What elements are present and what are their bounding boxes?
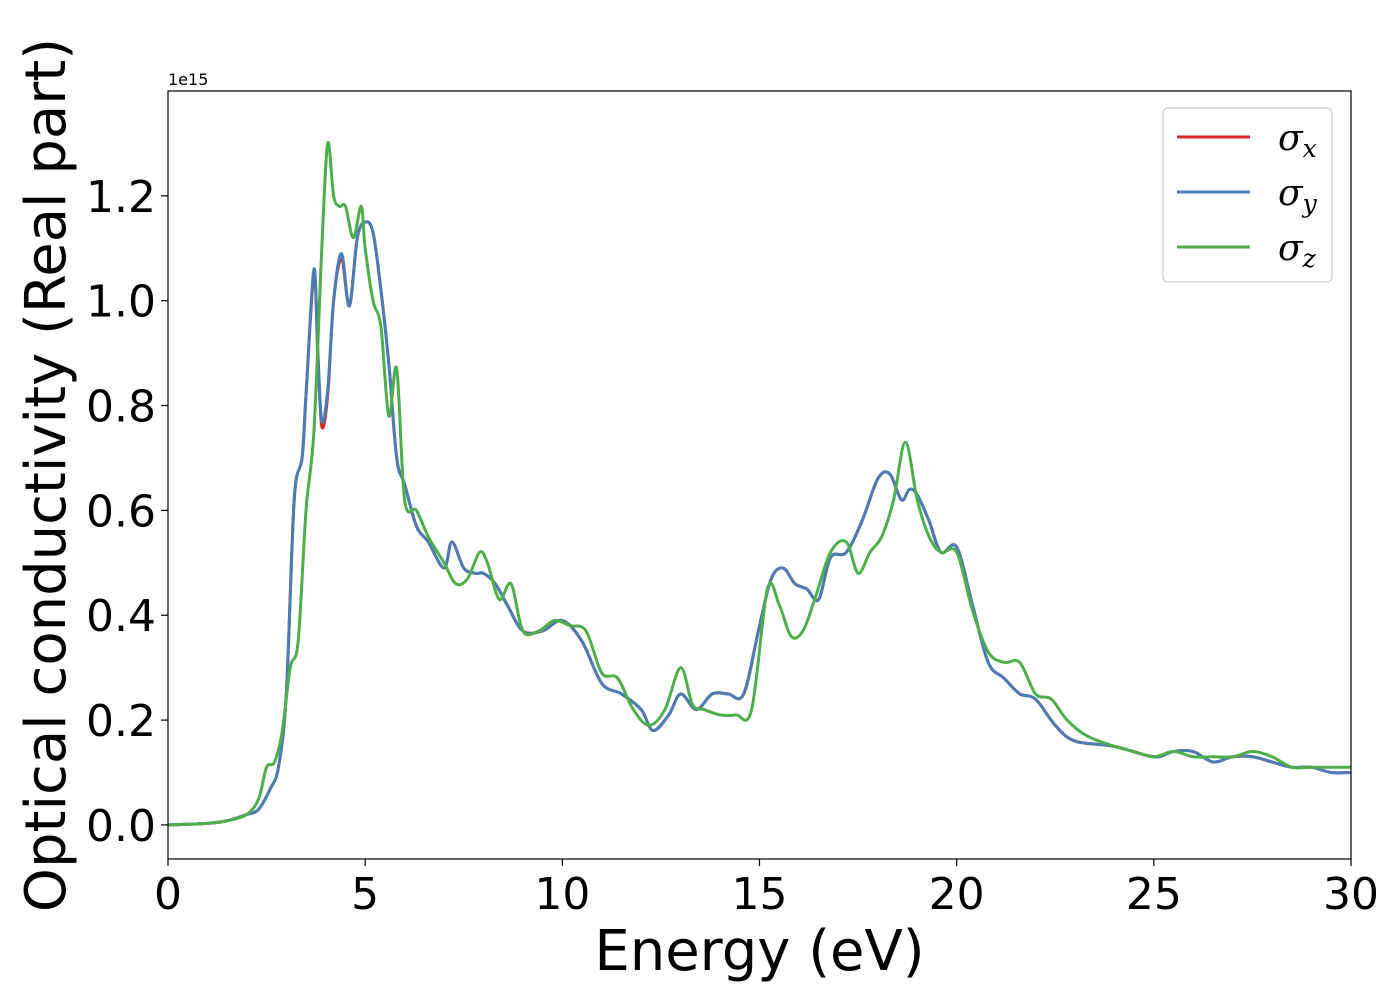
y-tick-label: 1.2: [86, 172, 156, 223]
y-axis-ticks: 0.0 0.2 0.4 0.6 0.8 1.0 1.2: [86, 172, 168, 852]
x-tick-label: 15: [732, 869, 788, 920]
x-axis-label: Energy (eV): [594, 919, 924, 984]
y-tick-label: 0.6: [86, 486, 156, 537]
x-tick-label: 20: [929, 869, 985, 920]
y-tick-label: 0.2: [86, 696, 156, 747]
y-axis-label: Optical conductivity (Real part): [14, 38, 79, 912]
legend-label-x: σx: [1278, 118, 1317, 163]
y-offset-label: 1e15: [168, 70, 208, 89]
legend-box: [1162, 107, 1333, 283]
x-tick-label: 25: [1126, 869, 1182, 920]
x-tick-label: 30: [1323, 869, 1379, 920]
y-tick-label: 0.4: [86, 591, 156, 642]
y-tick-label: 1.0: [86, 277, 156, 328]
legend-label-z: σz: [1278, 228, 1317, 273]
x-tick-label: 10: [534, 869, 590, 920]
series-line-y: [168, 220, 1351, 827]
y-tick-label: 0.8: [86, 382, 156, 433]
x-tick-label: 5: [351, 869, 379, 920]
legend: σx σy σz: [1162, 107, 1333, 283]
x-tick-label: 0: [154, 869, 182, 920]
legend-label-y: σy: [1278, 173, 1318, 218]
series-layer: [168, 141, 1351, 827]
x-axis-ticks: 0 5 10 15 20 25 30: [154, 859, 1379, 920]
series-line-z: [168, 141, 1351, 827]
y-tick-label: 0.0: [86, 801, 156, 852]
